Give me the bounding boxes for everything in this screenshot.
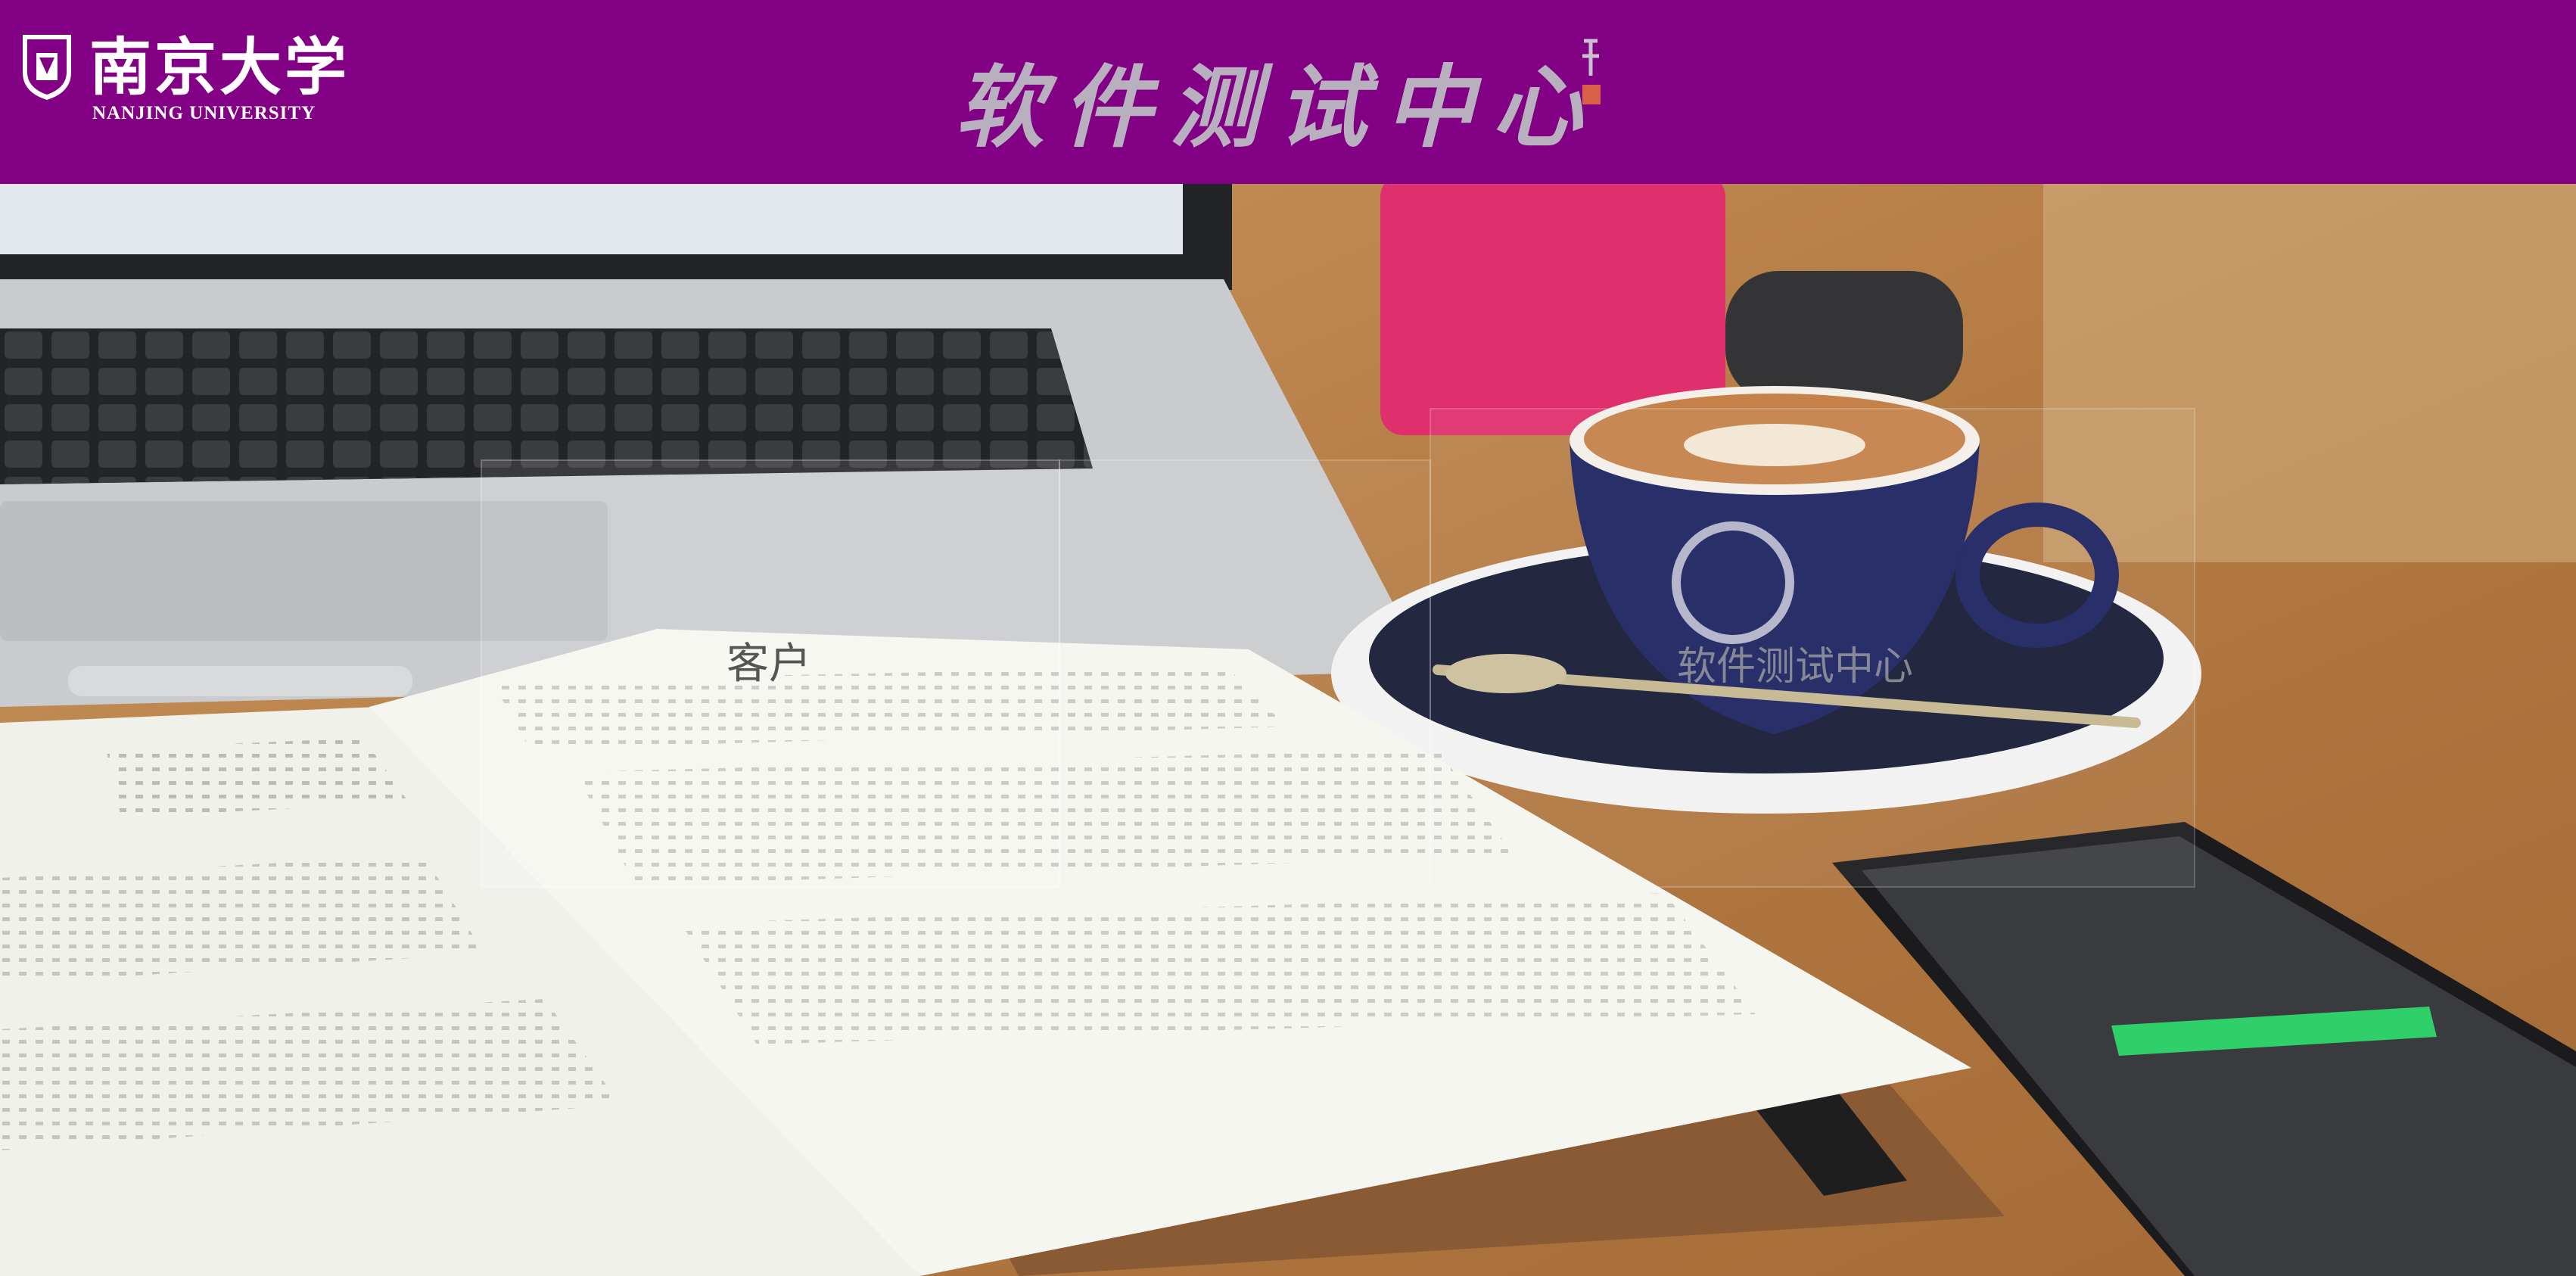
watermark: 软件测试中心 xyxy=(1677,644,1914,689)
university-logo xyxy=(23,35,71,100)
page-title: 软件测试中心 xyxy=(955,54,1601,160)
header-bar: 南京大学 NANJING UNIVERSITY 软件测试中心 xyxy=(0,0,2576,184)
seal xyxy=(1582,39,1601,104)
customer-label[interactable]: 客户 xyxy=(726,640,811,689)
university-name: 南京大学 xyxy=(89,31,350,104)
background-photo xyxy=(0,184,2576,1276)
university-name-en: NANJING UNIVERSITY xyxy=(92,103,316,123)
